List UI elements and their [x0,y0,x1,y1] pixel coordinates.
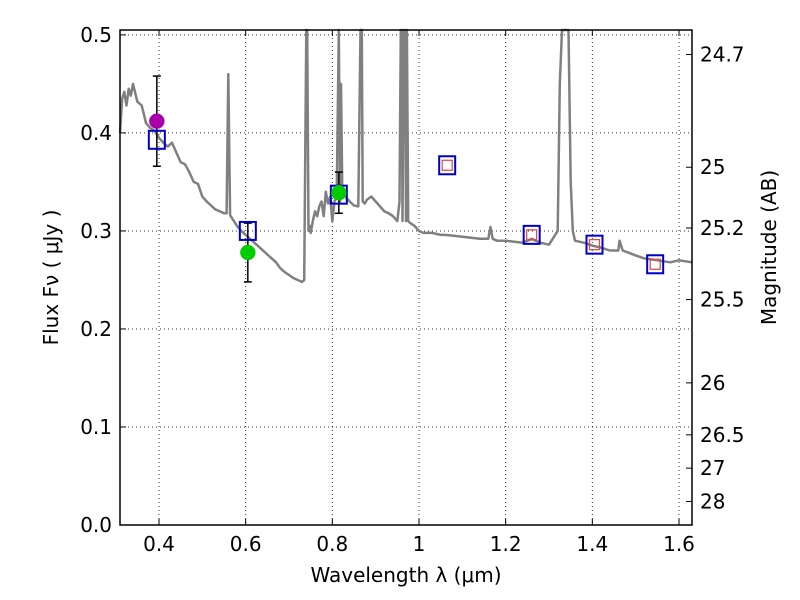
photometry-inner-square [526,229,538,241]
x-tick-label: 0.6 [230,532,262,556]
model-photometry-square [522,224,541,245]
x-axis-label: Wavelength λ (μm) [310,563,501,587]
y-tick-label: 0.2 [80,317,112,341]
x-tick-label: 1.2 [490,532,522,556]
plot-frame [119,29,693,526]
mag-tick-label: 28 [700,489,725,513]
model-photometry-square [238,220,257,241]
observed-point [240,244,256,261]
y-tick-label: 0.3 [80,219,112,243]
y2-axis-label: Magnitude (AB) [757,170,781,325]
mag-tick-label: 25.5 [700,288,745,312]
mag-tick-label: 27 [700,456,725,480]
mag-tick-label: 24.7 [700,43,745,67]
mag-tick-label: 26.5 [700,423,745,447]
photometry-markers [147,75,665,283]
model-photometry-square [585,234,604,255]
x-tick-label: 0.4 [143,532,175,556]
photometry-inner-square [588,239,601,251]
photometry-inner-square [649,258,661,270]
observed-point [331,184,347,201]
x-tick-label: 1.6 [663,532,695,556]
model-spectrum [118,28,693,284]
y-tick-label: 0.4 [80,121,112,145]
photometry-inner-square [441,159,453,171]
x-tick-label: 0.8 [316,532,348,556]
y-tick-label: 0.0 [80,513,112,537]
model-photometry-square [438,155,457,176]
spectrum-line [118,28,693,284]
model-photometry-square [646,254,665,275]
mag-tick-label: 25 [700,155,725,179]
grid-lines [120,30,692,525]
y-tick-label: 0.1 [80,415,112,439]
observed-point [149,113,165,129]
y-axis-label: Flux Fν ( μJy ) [39,210,63,346]
mag-tick-label: 25.2 [700,216,745,240]
mag-tick-label: 26 [700,371,725,395]
x-tick-label: 1.4 [576,532,608,556]
axis-ticks: 0.4 0.6 0.8 1 1.2 1.4 1.6 0.0 0.1 0.2 0.3 0.4 0.5 24.… [80,23,744,556]
x-tick-label: 1 [413,532,426,556]
y-tick-label: 0.5 [80,23,112,47]
model-photometry-square [147,129,166,150]
